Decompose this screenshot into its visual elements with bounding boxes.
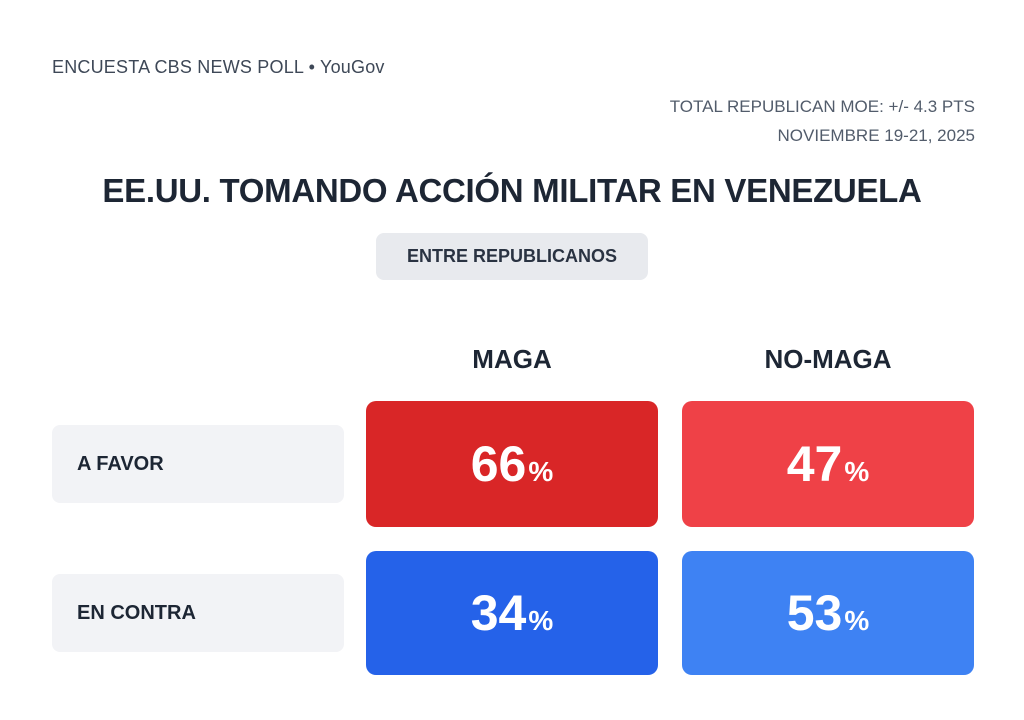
- date-note: NOVIEMBRE 19-21, 2025: [777, 126, 975, 145]
- value-cell-favor-maga: 66 %: [366, 401, 658, 527]
- value-group: 53 %: [787, 588, 870, 638]
- value-group: 34 %: [471, 588, 554, 638]
- value-cell-contra-maga: 34 %: [366, 551, 658, 675]
- percent-sign: %: [844, 605, 870, 636]
- row-label-en-contra: EN CONTRA: [52, 574, 344, 652]
- value-number: 34: [470, 585, 527, 641]
- percent-sign: %: [528, 456, 554, 487]
- value-number: 66: [470, 436, 527, 492]
- subgroup-badge: ENTRE REPUBLICANOS: [375, 233, 649, 280]
- value-number: 53: [786, 585, 843, 641]
- value-number: 47: [786, 436, 843, 492]
- value-group: 47 %: [787, 439, 870, 489]
- percent-sign: %: [528, 605, 554, 636]
- page-title: EE.UU. TOMANDO ACCIÓN MILITAR EN VENEZUE…: [102, 172, 922, 209]
- percent-sign: %: [844, 456, 870, 487]
- moe-note: TOTAL REPUBLICAN MOE: +/- 4.3 PTS: [669, 97, 975, 116]
- value-cell-contra-no-maga: 53 %: [682, 551, 974, 675]
- column-header-no-maga: NO-MAGA: [764, 344, 892, 374]
- column-header-maga: MAGA: [472, 344, 552, 374]
- poll-source: ENCUESTA CBS NEWS POLL • YouGov: [52, 57, 385, 77]
- row-label-a-favor: A FAVOR: [52, 425, 344, 503]
- poll-meta: TOTAL REPUBLICAN MOE: +/- 4.3 PTS NOVIEM…: [670, 92, 975, 150]
- value-group: 66 %: [471, 439, 554, 489]
- value-cell-favor-no-maga: 47 %: [682, 401, 974, 527]
